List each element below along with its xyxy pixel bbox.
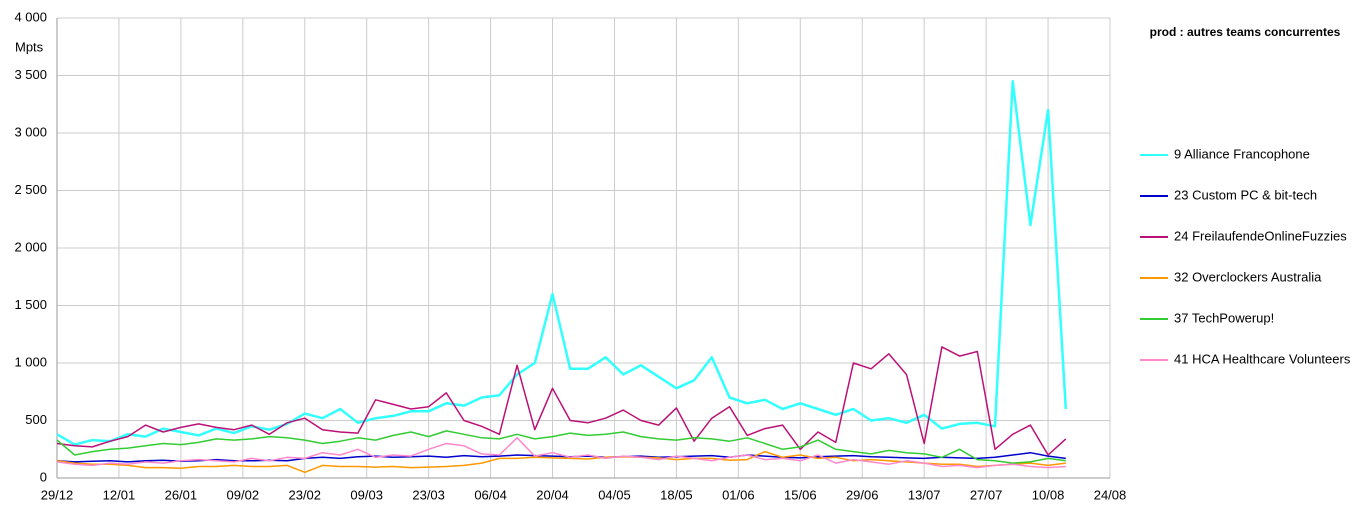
series-line	[56, 450, 1066, 474]
x-tick-label: 20/04	[536, 487, 569, 502]
series-line	[56, 80, 1068, 446]
legend-label: 37 TechPowerup!	[1174, 310, 1274, 325]
x-tick-label: 27/07	[970, 487, 1003, 502]
x-tick-label: 10/08	[1032, 487, 1065, 502]
x-tick-label: 29/06	[846, 487, 879, 502]
x-tick-label: 15/06	[784, 487, 817, 502]
series-line	[56, 346, 1067, 456]
x-tick-label: 01/06	[722, 487, 755, 502]
series-line	[56, 437, 1066, 469]
x-tick-label: 26/01	[165, 487, 198, 502]
x-tick-label: 29/12	[41, 487, 74, 502]
x-tick-label: 04/05	[598, 487, 631, 502]
y-tick-label: 1 000	[14, 354, 47, 369]
x-tick-label: 24/08	[1094, 487, 1127, 502]
legend-label: 24 FreilaufendeOnlineFuzzies	[1174, 228, 1347, 243]
legend-label: 41 HCA Healthcare Volunteers	[1174, 351, 1351, 366]
x-tick-label: 23/02	[288, 487, 321, 502]
y-tick-label: 0	[40, 469, 47, 484]
legend-label: 32 Overclockers Australia	[1174, 269, 1322, 284]
x-tick-label: 09/03	[350, 487, 383, 502]
y-tick-label: 2 500	[14, 182, 47, 197]
series-line	[56, 451, 1066, 463]
x-tick-label: 09/02	[227, 487, 260, 502]
x-tick-label: 12/01	[103, 487, 136, 502]
y-tick-label: 2 000	[14, 239, 47, 254]
y-tick-label: 1 500	[14, 297, 47, 312]
x-tick-label: 18/05	[660, 487, 693, 502]
x-tick-label: 06/04	[474, 487, 507, 502]
x-tick-label: 23/03	[412, 487, 445, 502]
y-axis-label: Mpts	[15, 39, 44, 54]
x-tick-label: 13/07	[908, 487, 941, 502]
chart-title: prod : autres teams concurrentes	[1150, 25, 1341, 39]
legend-label: 9 Alliance Francophone	[1174, 146, 1310, 161]
y-tick-label: 3 500	[14, 67, 47, 82]
y-tick-label: 4 000	[14, 9, 47, 24]
legend-label: 23 Custom PC & bit-tech	[1174, 187, 1317, 202]
series-line	[56, 430, 1066, 464]
y-tick-label: 500	[25, 412, 47, 427]
y-tick-label: 3 000	[14, 124, 47, 139]
